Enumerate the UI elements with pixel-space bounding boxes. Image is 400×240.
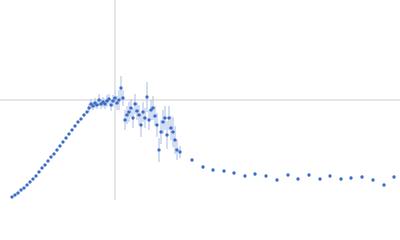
data-point [43, 163, 47, 167]
data-point [76, 120, 80, 124]
data-point [147, 118, 151, 122]
data-point [133, 102, 137, 106]
data-point [153, 114, 157, 118]
data-point [93, 101, 97, 105]
data-point [10, 195, 14, 199]
data-point [165, 133, 169, 137]
data-point [151, 106, 155, 110]
data-point [211, 168, 215, 172]
data-point [243, 174, 247, 178]
data-point [16, 191, 20, 195]
data-point [232, 171, 236, 175]
data-point [253, 172, 257, 176]
data-point [99, 102, 103, 106]
data-point [123, 118, 127, 122]
data-point [143, 116, 147, 120]
data-point [129, 106, 133, 110]
data-point [137, 113, 141, 117]
data-point [61, 140, 65, 144]
data-point [157, 148, 161, 152]
data-point [131, 116, 135, 120]
data-point [101, 100, 105, 104]
data-point [371, 178, 375, 182]
data-point [49, 155, 53, 159]
data-point [55, 148, 59, 152]
data-point [173, 138, 177, 142]
data-point [97, 98, 101, 102]
data-point [70, 128, 74, 132]
data-point [117, 98, 121, 102]
data-point [275, 178, 279, 182]
data-point [264, 174, 268, 178]
data-point [141, 110, 145, 114]
data-point [155, 123, 159, 127]
data-point [87, 106, 91, 110]
data-point [159, 130, 163, 134]
data-point [175, 148, 179, 152]
data-point [82, 113, 86, 117]
data-point [37, 170, 41, 174]
data-point [286, 173, 290, 177]
data-point [171, 130, 175, 134]
data-point [190, 158, 194, 162]
data-point [201, 165, 205, 169]
data-point [307, 173, 311, 177]
data-point [121, 96, 125, 100]
page: {"chart_data": { "type": "scatter", "col… [0, 0, 400, 200]
data-point [296, 177, 300, 181]
data-point [52, 152, 56, 156]
data-point [107, 97, 111, 101]
data-point [13, 193, 17, 197]
data-point [89, 102, 93, 106]
data-point [167, 116, 171, 120]
data-point [91, 104, 95, 108]
data-point [19, 188, 23, 192]
data-point [328, 174, 332, 178]
chart [0, 0, 400, 200]
data-point [163, 116, 167, 120]
data-point [64, 136, 68, 140]
data-point [58, 144, 62, 148]
data-point [85, 110, 89, 114]
data-point [349, 176, 353, 180]
data-point [145, 95, 149, 99]
data-point [79, 117, 83, 121]
data-point [103, 102, 107, 106]
data-point [34, 174, 38, 178]
data-point [360, 175, 364, 179]
data-point [382, 183, 386, 187]
data-point [115, 101, 119, 105]
data-point [95, 103, 99, 107]
data-point [139, 123, 143, 127]
data-point [25, 183, 29, 187]
data-point [105, 99, 109, 103]
data-point [22, 186, 26, 190]
data-point [339, 177, 343, 181]
data-point [28, 180, 32, 184]
data-point [127, 110, 131, 114]
data-point [222, 169, 226, 173]
data-point [111, 99, 115, 103]
data-point [149, 108, 153, 112]
data-point [73, 124, 77, 128]
data-point [113, 96, 117, 100]
data-point [318, 177, 322, 181]
data-point [40, 166, 44, 170]
data-point [31, 177, 35, 181]
data-point [161, 120, 165, 124]
data-point [109, 103, 113, 107]
data-point [135, 109, 139, 113]
data-point [119, 86, 123, 90]
data-point [392, 175, 396, 179]
data-point [46, 159, 50, 163]
data-point [67, 132, 71, 136]
data-point [178, 150, 182, 154]
data-point [169, 126, 173, 130]
data-point [125, 113, 129, 117]
